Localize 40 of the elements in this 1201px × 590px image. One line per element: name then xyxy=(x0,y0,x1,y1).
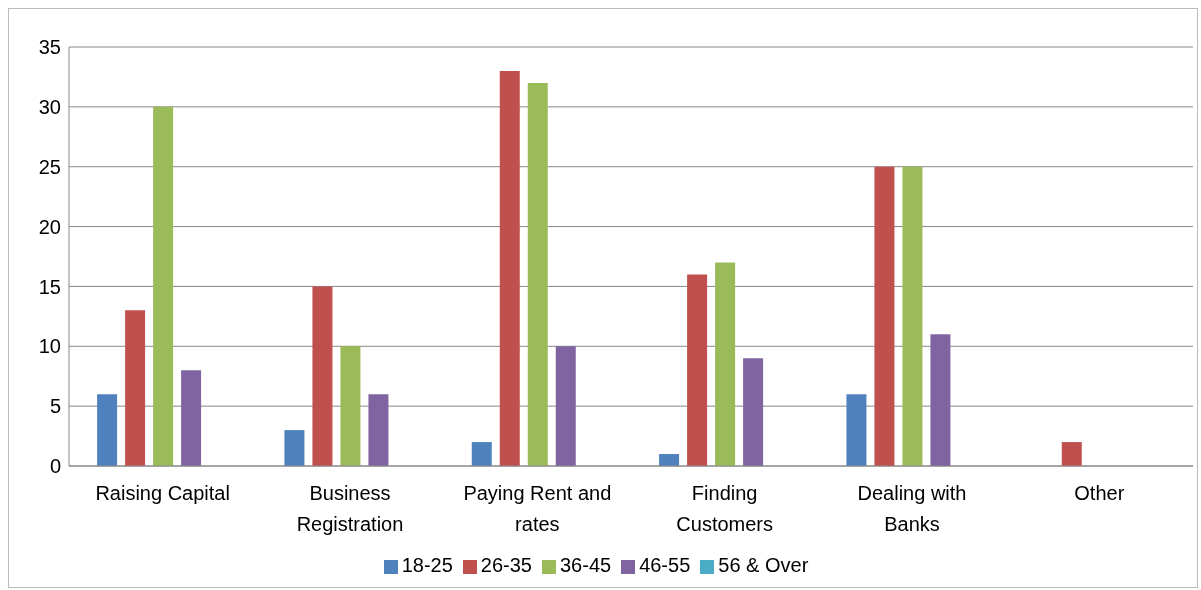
bar xyxy=(125,310,146,466)
bar xyxy=(659,454,680,466)
bar xyxy=(181,370,202,466)
bar xyxy=(1061,442,1082,466)
bar xyxy=(312,286,333,466)
bar xyxy=(874,166,895,466)
bar xyxy=(340,346,361,466)
legend-label: 36-45 xyxy=(559,554,612,576)
bar xyxy=(153,106,174,466)
y-tick-label: 25 xyxy=(38,155,61,178)
y-tick-label: 35 xyxy=(38,36,61,59)
bar xyxy=(743,358,764,466)
bar xyxy=(97,394,118,466)
y-tick-label: 20 xyxy=(38,215,61,238)
x-tick-label: Raising Capital xyxy=(95,482,230,504)
legend-label: 46-55 xyxy=(639,554,691,576)
legend-label: 26-35 xyxy=(480,554,532,576)
x-tick-label: Paying Rent and rates xyxy=(463,482,612,535)
y-tick-label: 5 xyxy=(49,395,61,418)
legend-label: 56 & Over xyxy=(718,554,809,576)
bar xyxy=(499,70,520,466)
bar xyxy=(368,394,389,466)
bar xyxy=(284,430,305,466)
y-tick-label: 0 xyxy=(49,455,61,478)
y-tick-label: 30 xyxy=(38,95,61,118)
y-tick-label: 10 xyxy=(38,335,61,358)
bar xyxy=(471,442,492,466)
legend-label: 18-25 xyxy=(401,554,453,576)
bar xyxy=(527,82,548,466)
x-tick-label: Business Registration xyxy=(296,482,404,535)
bar xyxy=(930,334,951,466)
y-tick-label: 15 xyxy=(38,275,61,298)
bar xyxy=(687,274,708,466)
x-tick-label: Dealing with Banks xyxy=(857,482,967,535)
bar xyxy=(555,346,576,466)
x-tick-label: Finding Customers xyxy=(676,482,774,535)
x-tick-label: Other xyxy=(1074,482,1125,504)
bar xyxy=(902,166,923,466)
bar xyxy=(846,394,867,466)
bar xyxy=(715,262,736,466)
